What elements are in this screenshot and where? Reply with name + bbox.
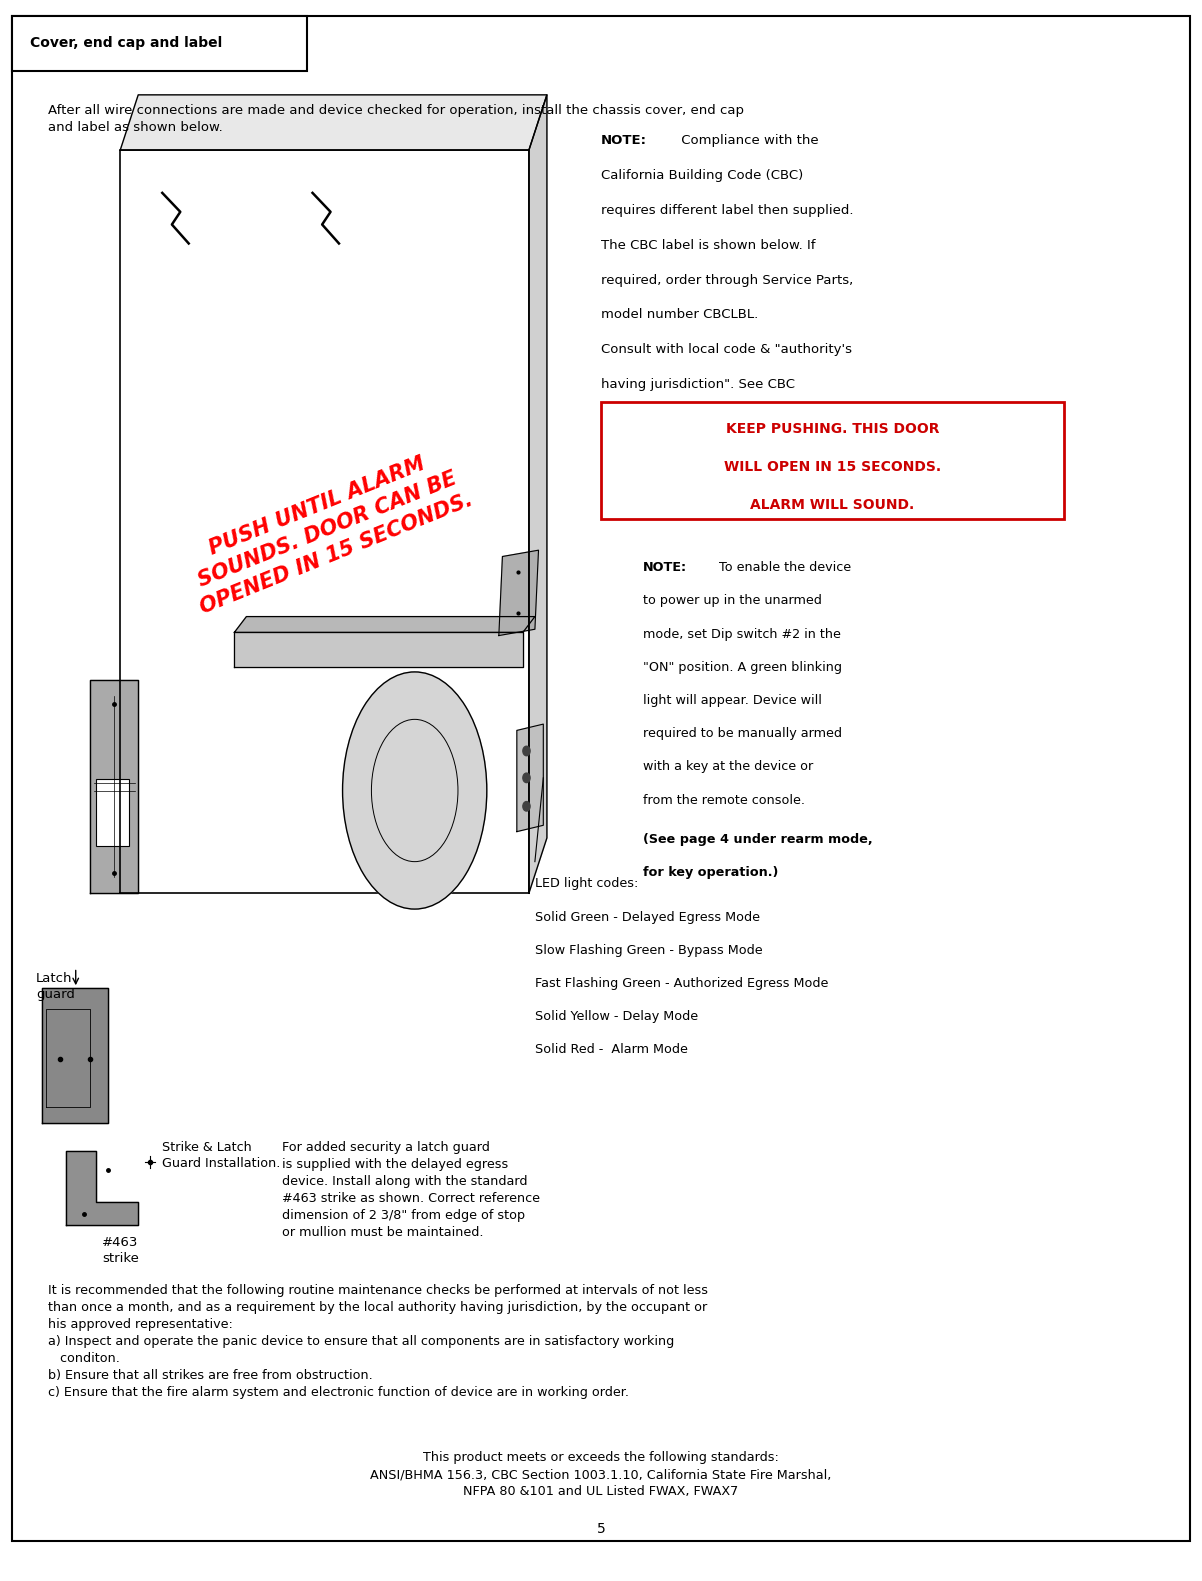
Text: required to be manually armed: required to be manually armed xyxy=(643,727,843,740)
Text: NOTE:: NOTE: xyxy=(601,134,647,147)
Text: #463
strike: #463 strike xyxy=(102,1236,139,1265)
Text: requires different label then supplied.: requires different label then supplied. xyxy=(601,204,853,217)
Text: Strike & Latch
Guard Installation.: Strike & Latch Guard Installation. xyxy=(162,1141,280,1170)
Text: ALARM WILL SOUND.: ALARM WILL SOUND. xyxy=(750,498,915,512)
Text: LED light codes:: LED light codes: xyxy=(535,877,638,890)
Polygon shape xyxy=(42,988,108,1123)
Text: having jurisdiction". See CBC: having jurisdiction". See CBC xyxy=(601,378,795,391)
Bar xyxy=(96,779,129,846)
Text: Solid Red -  Alarm Mode: Solid Red - Alarm Mode xyxy=(535,1043,688,1056)
Text: required, order through Service Parts,: required, order through Service Parts, xyxy=(601,274,853,286)
Text: mode, set Dip switch #2 in the: mode, set Dip switch #2 in the xyxy=(643,628,841,640)
Circle shape xyxy=(523,746,530,756)
Polygon shape xyxy=(66,1151,138,1225)
Ellipse shape xyxy=(343,672,487,909)
Text: model number CBCLBL.: model number CBCLBL. xyxy=(601,308,758,321)
Text: The CBC label is shown below. If: The CBC label is shown below. If xyxy=(601,239,815,251)
Text: Solid Green - Delayed Egress Mode: Solid Green - Delayed Egress Mode xyxy=(535,911,760,923)
Circle shape xyxy=(523,802,530,811)
Text: NOTE:: NOTE: xyxy=(643,561,688,574)
Text: "ON" position. A green blinking: "ON" position. A green blinking xyxy=(643,661,843,674)
Text: KEEP PUSHING. THIS DOOR: KEEP PUSHING. THIS DOOR xyxy=(726,422,939,436)
Text: California Building Code (CBC): California Building Code (CBC) xyxy=(601,169,803,182)
Polygon shape xyxy=(120,95,547,150)
Text: This product meets or exceeds the following standards:
ANSI/BHMA 156.3, CBC Sect: This product meets or exceeds the follow… xyxy=(370,1451,832,1499)
Polygon shape xyxy=(499,550,538,636)
Text: Cover, end cap and label: Cover, end cap and label xyxy=(30,36,222,51)
Polygon shape xyxy=(517,724,543,832)
Polygon shape xyxy=(90,680,138,893)
Bar xyxy=(12,16,307,71)
Text: PUSH UNTIL ALARM
SOUNDS. DOOR CAN BE
OPENED IN 15 SECONDS.: PUSH UNTIL ALARM SOUNDS. DOOR CAN BE OPE… xyxy=(178,441,476,618)
Polygon shape xyxy=(234,617,535,632)
Text: Secton 1003.1.10 Paragraph 6.: Secton 1003.1.10 Paragraph 6. xyxy=(601,413,808,425)
Text: (See page 4 under rearm mode,: (See page 4 under rearm mode, xyxy=(643,833,873,846)
Text: Consult with local code & "authority's: Consult with local code & "authority's xyxy=(601,343,852,356)
Text: 5: 5 xyxy=(596,1523,606,1535)
Text: to power up in the unarmed: to power up in the unarmed xyxy=(643,594,822,607)
Polygon shape xyxy=(234,632,523,667)
Text: Latch
guard: Latch guard xyxy=(36,972,75,1001)
Text: Compliance with the: Compliance with the xyxy=(677,134,819,147)
Text: with a key at the device or: with a key at the device or xyxy=(643,760,814,773)
Text: WILL OPEN IN 15 SECONDS.: WILL OPEN IN 15 SECONDS. xyxy=(724,460,941,474)
Text: for key operation.): for key operation.) xyxy=(643,866,779,879)
Text: To enable the device: To enable the device xyxy=(715,561,851,574)
Polygon shape xyxy=(529,95,547,893)
Text: Solid Yellow - Delay Mode: Solid Yellow - Delay Mode xyxy=(535,1010,698,1023)
Text: After all wire connections are made and device checked for operation, install th: After all wire connections are made and … xyxy=(48,104,744,134)
Text: For added security a latch guard
is supplied with the delayed egress
device. Ins: For added security a latch guard is supp… xyxy=(282,1141,541,1240)
Text: It is recommended that the following routine maintenance checks be performed at : It is recommended that the following rou… xyxy=(48,1284,708,1399)
Text: Fast Flashing Green - Authorized Egress Mode: Fast Flashing Green - Authorized Egress … xyxy=(535,977,828,990)
Bar xyxy=(601,402,1064,519)
Circle shape xyxy=(523,773,530,783)
Text: from the remote console.: from the remote console. xyxy=(643,794,805,806)
Text: Slow Flashing Green - Bypass Mode: Slow Flashing Green - Bypass Mode xyxy=(535,944,762,957)
Text: light will appear. Device will: light will appear. Device will xyxy=(643,694,822,707)
